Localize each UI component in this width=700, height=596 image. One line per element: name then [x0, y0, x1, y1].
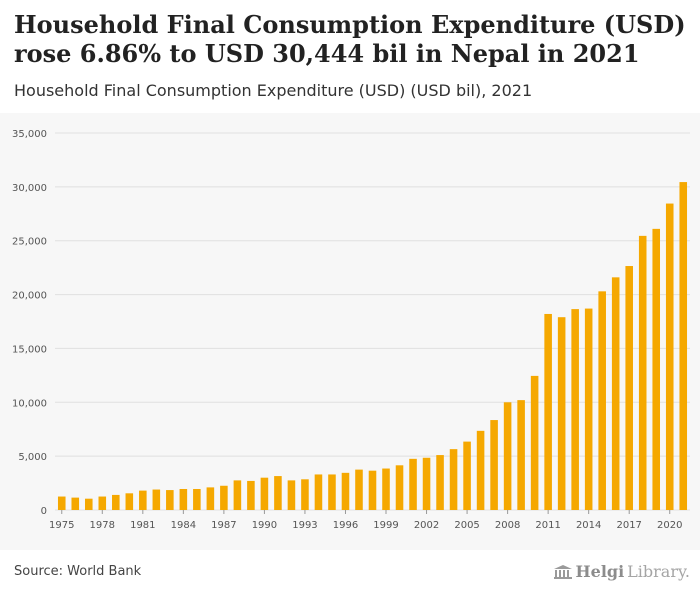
x-tick-label: 1975 — [49, 520, 74, 531]
y-tick-label: 0 — [41, 506, 47, 517]
y-tick-label: 25,000 — [12, 237, 47, 248]
library-building-icon — [553, 564, 572, 579]
bar-1986 — [206, 487, 215, 510]
bar-1993 — [301, 479, 309, 510]
bar-2011 — [544, 313, 552, 510]
source-note: Source: World Bank — [14, 564, 142, 579]
y-tick-label: 30,000 — [12, 183, 47, 194]
bar-1979 — [112, 494, 120, 510]
bar-chart: 0 5,000 10,000 15,000 20,000 25,000 30,000 35,0… — [12, 129, 690, 531]
bar-2012 — [557, 317, 566, 510]
bar-1998 — [368, 470, 377, 510]
x-tick-label: 1990 — [252, 520, 277, 531]
bar-1976 — [71, 497, 80, 510]
bar-2003 — [436, 455, 444, 510]
x-tick-label: 2008 — [495, 520, 520, 531]
y-tick-label: 10,000 — [12, 398, 47, 409]
bar-2020 — [665, 203, 674, 510]
bar-1977 — [84, 498, 93, 510]
bar-2014 — [584, 308, 593, 510]
bar-1997 — [355, 469, 363, 510]
bar-1990 — [260, 477, 269, 510]
logo-text-rest: Library. — [627, 562, 690, 581]
x-tick-label: 1978 — [90, 520, 115, 531]
bar-1991 — [274, 476, 282, 510]
x-tick-label: 1981 — [130, 520, 155, 531]
x-tick-label: 1987 — [211, 520, 236, 531]
chart-title: Household Final Consumption Expenditure … — [14, 10, 686, 68]
y-axis-ticks: 0 5,000 10,000 15,000 20,000 25,000 30,000 35,0… — [12, 129, 47, 517]
bar-2008 — [503, 402, 512, 510]
bar-2021 — [679, 182, 688, 510]
y-tick-label: 15,000 — [12, 344, 47, 355]
bar-1996 — [341, 472, 350, 510]
bar-2006 — [476, 430, 485, 510]
helgi-library-logo: Helgi Library. — [553, 562, 690, 581]
bar-1988 — [233, 480, 242, 510]
bar-2017 — [625, 266, 633, 510]
bar-1992 — [287, 480, 296, 510]
bar-2000 — [395, 465, 404, 510]
bar-1984 — [179, 488, 188, 510]
bar-1983 — [166, 490, 174, 510]
x-tick-label: 2011 — [535, 520, 560, 531]
bar-2013 — [571, 309, 579, 510]
x-tick-label: 1996 — [333, 520, 358, 531]
bar-1978 — [98, 496, 107, 510]
bar-1981 — [139, 490, 147, 510]
bar-2005 — [463, 441, 471, 510]
bars — [57, 182, 688, 511]
bar-2019 — [652, 228, 661, 510]
bar-2009 — [517, 400, 525, 510]
bar-1975 — [57, 496, 66, 510]
chart-subtitle: Household Final Consumption Expenditure … — [14, 81, 533, 100]
x-tick-label: 1999 — [373, 520, 398, 531]
x-tick-label: 2017 — [616, 520, 641, 531]
bar-2016 — [611, 277, 620, 510]
x-tick-label: 1993 — [292, 520, 317, 531]
x-tick-label: 2002 — [414, 520, 439, 531]
bar-1995 — [328, 474, 336, 510]
x-tick-label: 2005 — [454, 520, 479, 531]
bar-1982 — [152, 489, 161, 510]
x-axis-ticks: 1975 1978 1981 1984 1987 1990 1993 1996 1999 2002… — [49, 510, 682, 531]
plot-background — [0, 113, 700, 550]
bar-2007 — [490, 420, 498, 510]
y-tick-label: 5,000 — [18, 452, 47, 463]
bar-1985 — [193, 488, 201, 510]
bar-1999 — [382, 468, 390, 510]
bar-2015 — [598, 291, 606, 510]
bar-2002 — [422, 457, 431, 510]
bar-2018 — [638, 235, 647, 511]
bar-1987 — [220, 485, 228, 510]
x-tick-label: 2020 — [657, 520, 682, 531]
bar-2004 — [449, 449, 458, 510]
bar-2001 — [409, 458, 417, 510]
y-tick-label: 35,000 — [12, 129, 47, 140]
y-tick-label: 20,000 — [12, 291, 47, 302]
bar-2010 — [530, 375, 539, 510]
bar-1994 — [314, 474, 323, 510]
bar-1989 — [247, 480, 255, 510]
x-tick-label: 1984 — [171, 520, 196, 531]
x-tick-label: 2014 — [576, 520, 601, 531]
bar-1980 — [125, 493, 134, 510]
logo-text-bold: Helgi — [575, 562, 625, 581]
gridlines — [55, 132, 690, 511]
